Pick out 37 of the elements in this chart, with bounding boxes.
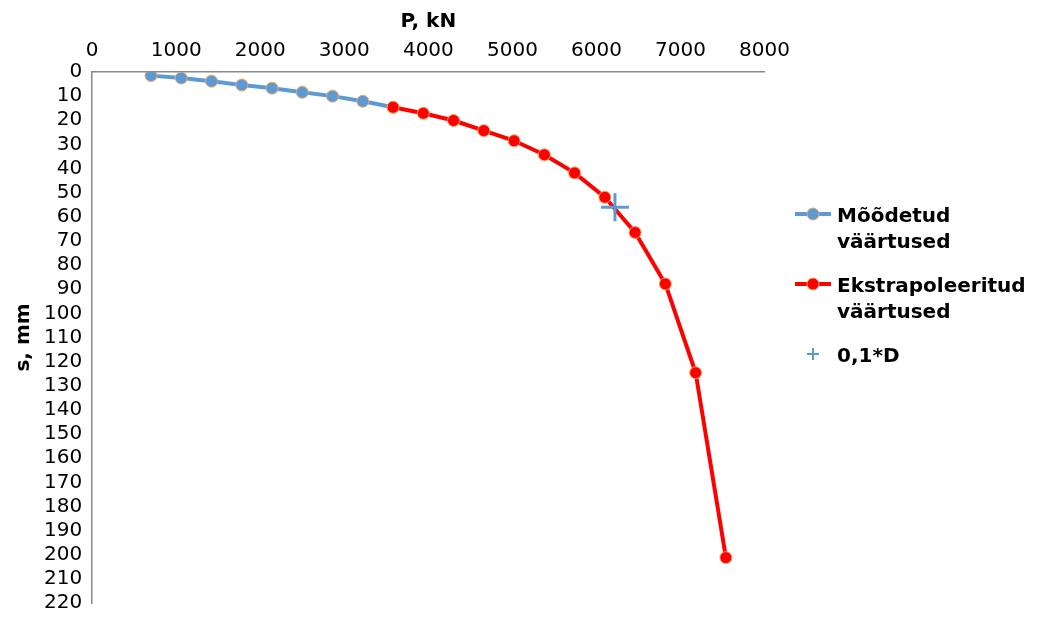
y-tick-label: 30	[56, 130, 83, 155]
x-tick-label: 3000	[318, 37, 370, 62]
y-tick-label: 90	[56, 275, 83, 300]
y-axis-title: s, mm	[10, 303, 35, 372]
y-tick-label: 200	[43, 540, 83, 565]
y-tick-label: 170	[43, 468, 83, 493]
y-tick-label: 150	[43, 420, 83, 445]
y-tick-label: 210	[43, 565, 83, 590]
y-tick-label: 80	[56, 251, 83, 276]
legend-label: Mõõdetud väärtused	[837, 201, 952, 254]
y-tick-label: 140	[43, 396, 83, 421]
y-tick-label: 40	[56, 154, 83, 179]
y-tick-label: 100	[43, 299, 83, 324]
y-tick-label: 10	[56, 82, 83, 107]
y-tick-label: 130	[43, 371, 83, 396]
x-tick-label: 8000	[739, 37, 790, 62]
y-tick-label: 110	[43, 323, 83, 348]
x-tick-label: 4000	[402, 37, 454, 62]
y-tick-label: 120	[43, 347, 83, 372]
legend-label: 0,1*D	[837, 341, 900, 368]
legend-label: Ekstrapoleeritud väärtused	[837, 271, 1027, 324]
x-tick-label: 7000	[655, 37, 706, 62]
x-tick-label: 1000	[150, 37, 202, 62]
x-axis-title: P, kN	[400, 8, 457, 33]
y-tick-label: 0	[69, 58, 83, 83]
y-tick-label: 190	[43, 516, 83, 541]
y-tick-label: 70	[56, 227, 83, 252]
y-tick-label: 160	[43, 444, 83, 469]
y-tick-label: 180	[43, 492, 83, 517]
x-tick-label: 5000	[486, 37, 538, 62]
y-tick-label: 220	[43, 589, 83, 614]
x-tick-label: 6000	[571, 37, 622, 62]
y-tick-label: 50	[56, 178, 83, 203]
x-tick-label: 2000	[234, 37, 286, 62]
y-tick-label: 20	[56, 106, 83, 131]
x-tick-label: 0	[85, 37, 99, 62]
y-tick-label: 60	[56, 203, 83, 228]
